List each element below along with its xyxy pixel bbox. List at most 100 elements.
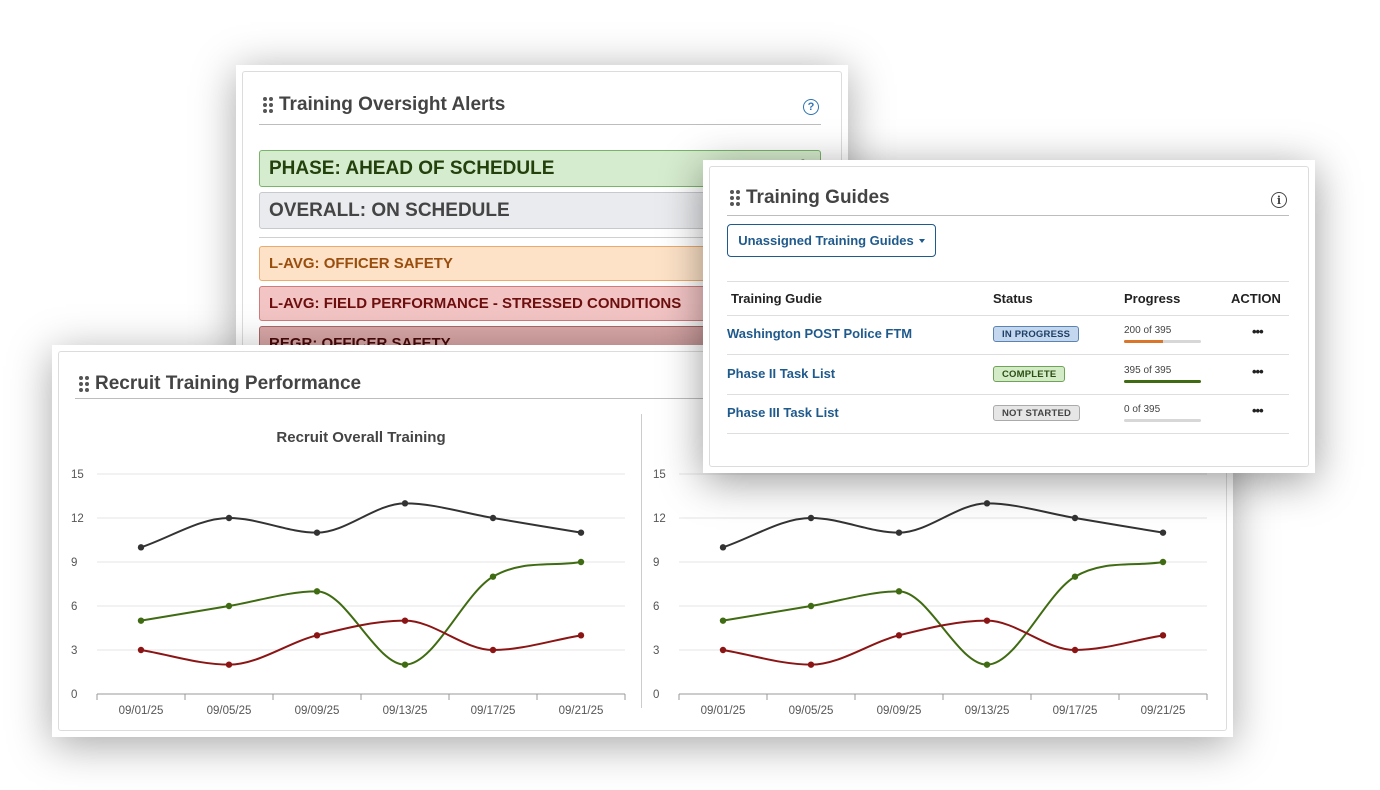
col-header-progress[interactable]: Progress: [1124, 291, 1181, 306]
more-actions-icon[interactable]: •••: [1252, 364, 1264, 379]
data-point-red: [1071, 646, 1079, 654]
guide-link[interactable]: Phase II Task List: [727, 366, 836, 381]
data-point-black: [577, 529, 585, 536]
guide-link[interactable]: Washington POST Police FTM: [727, 326, 913, 341]
data-point-black: [1071, 514, 1079, 522]
series-line-red: [140, 619, 582, 666]
table-row: Phase III Task List NOT STARTED 0 of 395…: [710, 394, 1308, 433]
drag-handle-icon[interactable]: [79, 376, 89, 392]
alert-label: L-AVG: OFFICER SAFETY: [269, 255, 453, 272]
data-point-black: [313, 529, 321, 536]
y-tick-label: 6: [653, 601, 659, 613]
data-point-red: [719, 646, 727, 654]
y-tick-label: 0: [71, 689, 77, 701]
data-point-black: [983, 500, 991, 507]
series-line-red: [722, 619, 1164, 666]
y-tick-label: 3: [653, 645, 659, 657]
data-point-red: [1159, 632, 1167, 639]
data-point-black: [225, 514, 233, 522]
y-tick-label: 15: [653, 469, 666, 481]
data-point-green: [489, 573, 497, 580]
drag-handle-icon[interactable]: [263, 97, 273, 113]
unassigned-guides-dropdown[interactable]: Unassigned Training Guides: [727, 224, 936, 257]
data-point-green: [895, 588, 903, 595]
data-point-green: [137, 617, 145, 624]
info-icon[interactable]: i: [1271, 192, 1287, 208]
data-point-red: [137, 646, 145, 654]
row-divider: [727, 394, 1289, 395]
y-tick-label: 3: [71, 645, 77, 657]
col-header-status[interactable]: Status: [993, 291, 1033, 306]
performance-panel: Recruit Training Performance Recruit Ove…: [58, 351, 1227, 731]
title-divider: [259, 124, 821, 125]
x-tick-label: 09/05/25: [207, 705, 252, 717]
series-line-black: [722, 502, 1164, 549]
data-point-red: [807, 661, 815, 668]
guides-title: Training Guides: [730, 187, 890, 209]
y-tick-label: 0: [653, 689, 659, 701]
title-divider: [727, 215, 1289, 216]
y-tick-label: 9: [71, 557, 77, 569]
data-point-black: [719, 544, 727, 551]
data-point-red: [225, 661, 233, 668]
y-tick-label: 6: [71, 601, 77, 613]
alert-label: OVERALL: ON SCHEDULE: [269, 199, 510, 221]
progress-bar: [1124, 419, 1201, 422]
y-tick-label: 12: [71, 513, 84, 525]
x-tick-label: 09/21/25: [1141, 705, 1186, 717]
data-point-red: [313, 632, 321, 639]
chart-divider: [641, 414, 642, 708]
x-tick-label: 09/09/25: [877, 705, 922, 717]
guide-link[interactable]: Phase III Task List: [727, 405, 839, 420]
data-point-black: [137, 544, 145, 551]
y-tick-label: 12: [653, 513, 666, 525]
data-point-black: [489, 514, 497, 522]
x-tick-label: 09/09/25: [295, 705, 340, 717]
help-icon[interactable]: ?: [803, 99, 819, 115]
x-tick-label: 09/13/25: [965, 705, 1010, 717]
x-tick-label: 09/21/25: [559, 705, 604, 717]
data-point-green: [401, 661, 409, 668]
more-actions-icon[interactable]: •••: [1252, 324, 1264, 339]
x-tick-label: 09/01/25: [701, 705, 746, 717]
status-badge: IN PROGRESS: [993, 326, 1080, 342]
data-point-black: [895, 529, 903, 536]
col-header-guide[interactable]: Training Gudie: [731, 291, 823, 306]
table-top-rule: [727, 281, 1289, 282]
x-tick-label: 09/01/25: [119, 705, 164, 717]
data-point-red: [895, 632, 903, 639]
row-divider: [727, 354, 1289, 355]
performance-title-text: Recruit Training Performance: [95, 373, 362, 394]
status-badge: COMPLETE: [993, 366, 1066, 382]
drag-handle-icon[interactable]: [730, 190, 740, 206]
progress-text: 0 of 395: [1124, 404, 1161, 415]
data-point-green: [577, 558, 585, 566]
data-point-green: [313, 588, 321, 595]
progress-text: 395 of 395: [1124, 365, 1172, 376]
data-point-red: [401, 617, 409, 624]
chart-recruit-overall: Recruit Overall Training 0 3 6 9 12 15 09/01/25…: [59, 412, 639, 722]
progress-bar: [1124, 340, 1201, 343]
alert-label: PHASE: AHEAD OF SCHEDULE: [269, 157, 555, 179]
x-tick-label: 09/13/25: [383, 705, 428, 717]
line-chart: 0 3 6 9 12 15 09/01/25 09/05/25 09/09/25 09/13/25…: [653, 469, 1208, 717]
progress-text: 200 of 395: [1124, 325, 1172, 336]
status-badge: NOT STARTED: [993, 405, 1081, 421]
table-header-rule: [727, 315, 1289, 316]
more-actions-icon[interactable]: •••: [1252, 403, 1264, 418]
data-point-black: [401, 500, 409, 507]
series-line-black: [140, 502, 582, 549]
line-chart: Recruit Overall Training 0 3 6 9 12 15 09/01/25…: [71, 429, 626, 717]
caret-down-icon: [918, 238, 925, 243]
table-row: Washington POST Police FTM IN PROGRESS 2…: [710, 315, 1308, 354]
dropdown-label: Unassigned Training Guides: [738, 233, 914, 248]
data-point-red: [577, 632, 585, 639]
data-point-green: [807, 602, 815, 610]
data-point-green: [983, 661, 991, 668]
x-tick-label: 09/17/25: [1053, 705, 1098, 717]
guides-title-text: Training Guides: [746, 187, 890, 208]
progress-fill: [1124, 340, 1163, 343]
table-row: Phase II Task List COMPLETE 395 of 395 •…: [710, 355, 1308, 394]
guides-panel: Training Guides i Unassigned Training Gu…: [709, 166, 1309, 467]
data-point-green: [719, 617, 727, 624]
